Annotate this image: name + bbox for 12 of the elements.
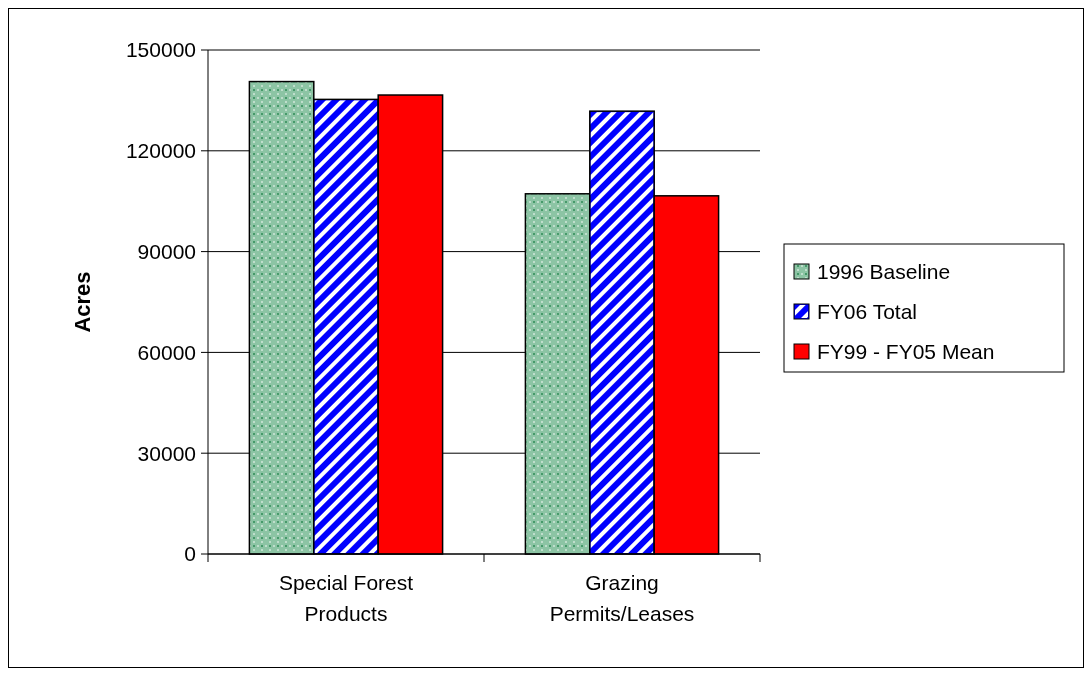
y-tick-label: 0 <box>184 542 196 566</box>
y-tick-label: 60000 <box>137 340 196 364</box>
x-tick-label: Grazing Permits/Leases <box>549 571 695 625</box>
y-tick-label: 90000 <box>137 239 196 263</box>
y-axis-title: Acres <box>70 271 95 333</box>
legend-label: 1996 Baseline <box>817 260 951 284</box>
y-tick-label: 150000 <box>125 38 196 62</box>
y-tick-label: 30000 <box>137 441 196 465</box>
y-tick-label: 120000 <box>125 139 196 163</box>
x-tick-label: Special Forest Products <box>278 571 414 625</box>
legend-label: FY06 Total <box>817 300 918 324</box>
legend-label: FY99 - FY05 Mean <box>817 340 995 364</box>
